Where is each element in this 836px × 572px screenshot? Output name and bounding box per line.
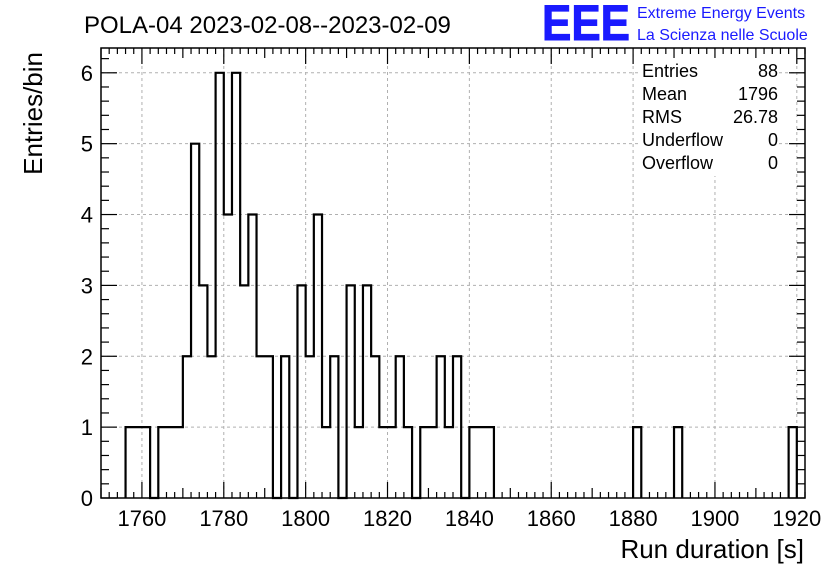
stats-label-entries: Entries <box>642 61 698 81</box>
stats-box-background <box>638 58 778 176</box>
x-tick-label: 1880 <box>609 506 658 531</box>
y-tick-label: 0 <box>81 486 93 511</box>
x-tick-label: 1760 <box>117 506 166 531</box>
logo-line2: La Scienza nelle Scuole <box>637 27 808 44</box>
x-axis-title: Run duration [s] <box>620 534 804 564</box>
x-tick-label: 1780 <box>199 506 248 531</box>
stats-label-mean: Mean <box>642 84 687 104</box>
x-tick-label: 1820 <box>363 506 412 531</box>
stats-value-overflow: 0 <box>768 153 778 173</box>
stats-value-underflow: 0 <box>768 130 778 150</box>
y-tick-label: 6 <box>81 61 93 86</box>
x-tick-label: 1920 <box>772 506 821 531</box>
eee-logo: EEE Extreme Energy Events La Scienza nel… <box>542 0 808 52</box>
x-tick-label: 1840 <box>445 506 494 531</box>
x-tick-label: 1900 <box>690 506 739 531</box>
stats-box: Entries 88 Mean 1796 RMS 26.78 Underflow… <box>638 58 778 176</box>
stats-label-rms: RMS <box>642 107 682 127</box>
y-tick-label: 1 <box>81 415 93 440</box>
stats-value-rms: 26.78 <box>733 107 778 127</box>
y-axis-title: Entries/bin <box>18 52 48 175</box>
x-tick-label: 1860 <box>527 506 576 531</box>
x-tick-label: 1800 <box>281 506 330 531</box>
logo-line1: Extreme Energy Events <box>637 5 805 22</box>
stats-value-entries: 88 <box>758 61 778 81</box>
logo-mark: EEE <box>542 0 630 51</box>
histogram-outline <box>124 71 798 500</box>
y-tick-label: 2 <box>81 344 93 369</box>
chart-title: POLA-04 2023-02-08--2023-02-09 <box>84 12 451 39</box>
stats-label-overflow: Overflow <box>642 153 714 173</box>
stats-value-mean: 1796 <box>738 84 778 104</box>
y-tick-label: 4 <box>81 203 93 228</box>
y-tick-label: 5 <box>81 132 93 157</box>
stats-label-underflow: Underflow <box>642 130 724 150</box>
axes: 1760 1780 1800 1820 1840 1860 1880 1900 1920 0 1 2 3… <box>81 48 821 531</box>
y-tick-label: 3 <box>81 273 93 298</box>
